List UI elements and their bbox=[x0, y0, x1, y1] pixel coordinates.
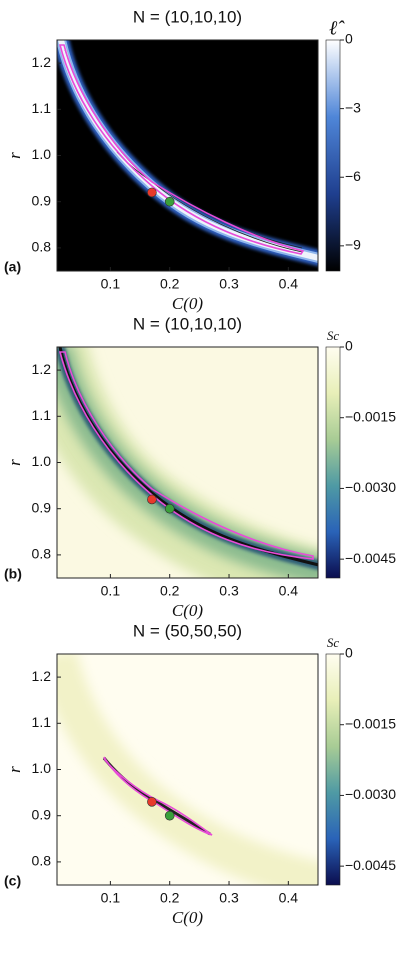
colorbar-tick-label: 0 bbox=[345, 31, 353, 47]
x-tick-label: 0.3 bbox=[219, 890, 239, 906]
colorbar-tick-label: −6 bbox=[345, 168, 361, 184]
x-tick-label: 0.4 bbox=[279, 890, 299, 906]
x-tick-label: 0.1 bbox=[101, 583, 121, 599]
panel-label: (b) bbox=[4, 566, 22, 582]
x-tick-label: 0.4 bbox=[279, 276, 299, 292]
heatmap-field bbox=[57, 347, 318, 578]
colorbar-tick-label: −0.0015 bbox=[345, 715, 396, 731]
x-tick-label: 0.1 bbox=[101, 276, 121, 292]
chart-title: N = (10,10,10) bbox=[133, 314, 242, 333]
y-tick-label: 1.2 bbox=[32, 54, 52, 70]
y-tick-label: 1.0 bbox=[32, 146, 52, 162]
y-tick-label: 1.0 bbox=[32, 453, 52, 469]
point bbox=[164, 196, 175, 207]
colorbar-label: Sc bbox=[327, 635, 340, 650]
colorbar-label: ℓ̂ bbox=[329, 18, 345, 40]
chart-title: N = (10,10,10) bbox=[133, 7, 242, 26]
y-tick-label: 1.2 bbox=[32, 361, 52, 377]
x-tick-label: 0.2 bbox=[160, 583, 180, 599]
colorbar-label: Sc bbox=[327, 328, 340, 343]
colorbar-tick-label: −0.0045 bbox=[345, 857, 396, 873]
y-tick-label: 1.2 bbox=[32, 668, 52, 684]
y-axis-label: r bbox=[5, 766, 24, 773]
y-tick-label: 0.9 bbox=[32, 192, 52, 208]
colorbar bbox=[325, 346, 341, 579]
heatmap-field bbox=[57, 654, 318, 885]
x-tick-label: 0.3 bbox=[219, 276, 239, 292]
point bbox=[147, 797, 157, 807]
colorbar-tick-label: −0.0030 bbox=[345, 786, 396, 802]
y-tick-label: 0.8 bbox=[32, 853, 52, 869]
x-tick-label: 0.4 bbox=[279, 583, 299, 599]
y-tick-label: 0.9 bbox=[32, 806, 52, 822]
y-tick-label: 0.9 bbox=[32, 499, 52, 515]
y-axis-label: r bbox=[5, 459, 24, 466]
colorbar-tick-label: −0.0015 bbox=[345, 408, 396, 424]
y-tick-label: 1.1 bbox=[32, 714, 52, 730]
panel-label: (c) bbox=[4, 873, 21, 889]
x-tick-label: 0.3 bbox=[219, 583, 239, 599]
y-tick-label: 0.8 bbox=[32, 546, 52, 562]
colorbar-tick-label: −3 bbox=[345, 99, 361, 115]
y-tick-label: 1.0 bbox=[32, 760, 52, 776]
y-tick-label: 1.1 bbox=[32, 100, 52, 116]
point bbox=[147, 187, 157, 198]
y-axis-label: r bbox=[5, 152, 24, 159]
colorbar-tick-label: −9 bbox=[345, 237, 361, 253]
point bbox=[147, 494, 157, 505]
chart-title: N = (50,50,50) bbox=[133, 621, 242, 640]
colorbar bbox=[325, 653, 341, 886]
point bbox=[164, 810, 175, 821]
x-axis-label: C(0) bbox=[172, 908, 204, 927]
colorbar-tick-label: 0 bbox=[345, 645, 353, 661]
y-tick-label: 1.1 bbox=[32, 407, 52, 423]
colorbar bbox=[325, 39, 341, 272]
x-axis-label: C(0) bbox=[172, 601, 204, 620]
x-tick-label: 0.2 bbox=[160, 890, 180, 906]
point bbox=[164, 503, 175, 514]
x-tick-label: 0.1 bbox=[101, 890, 121, 906]
y-tick-label: 0.8 bbox=[32, 239, 52, 255]
heatmap-field bbox=[57, 40, 318, 271]
panel-label: (a) bbox=[4, 259, 21, 275]
colorbar-tick-label: 0 bbox=[345, 338, 353, 354]
x-axis-label: C(0) bbox=[172, 294, 204, 313]
x-tick-label: 0.2 bbox=[160, 276, 180, 292]
colorbar-tick-label: −0.0045 bbox=[345, 550, 396, 566]
colorbar-tick-label: −0.0030 bbox=[345, 479, 396, 495]
